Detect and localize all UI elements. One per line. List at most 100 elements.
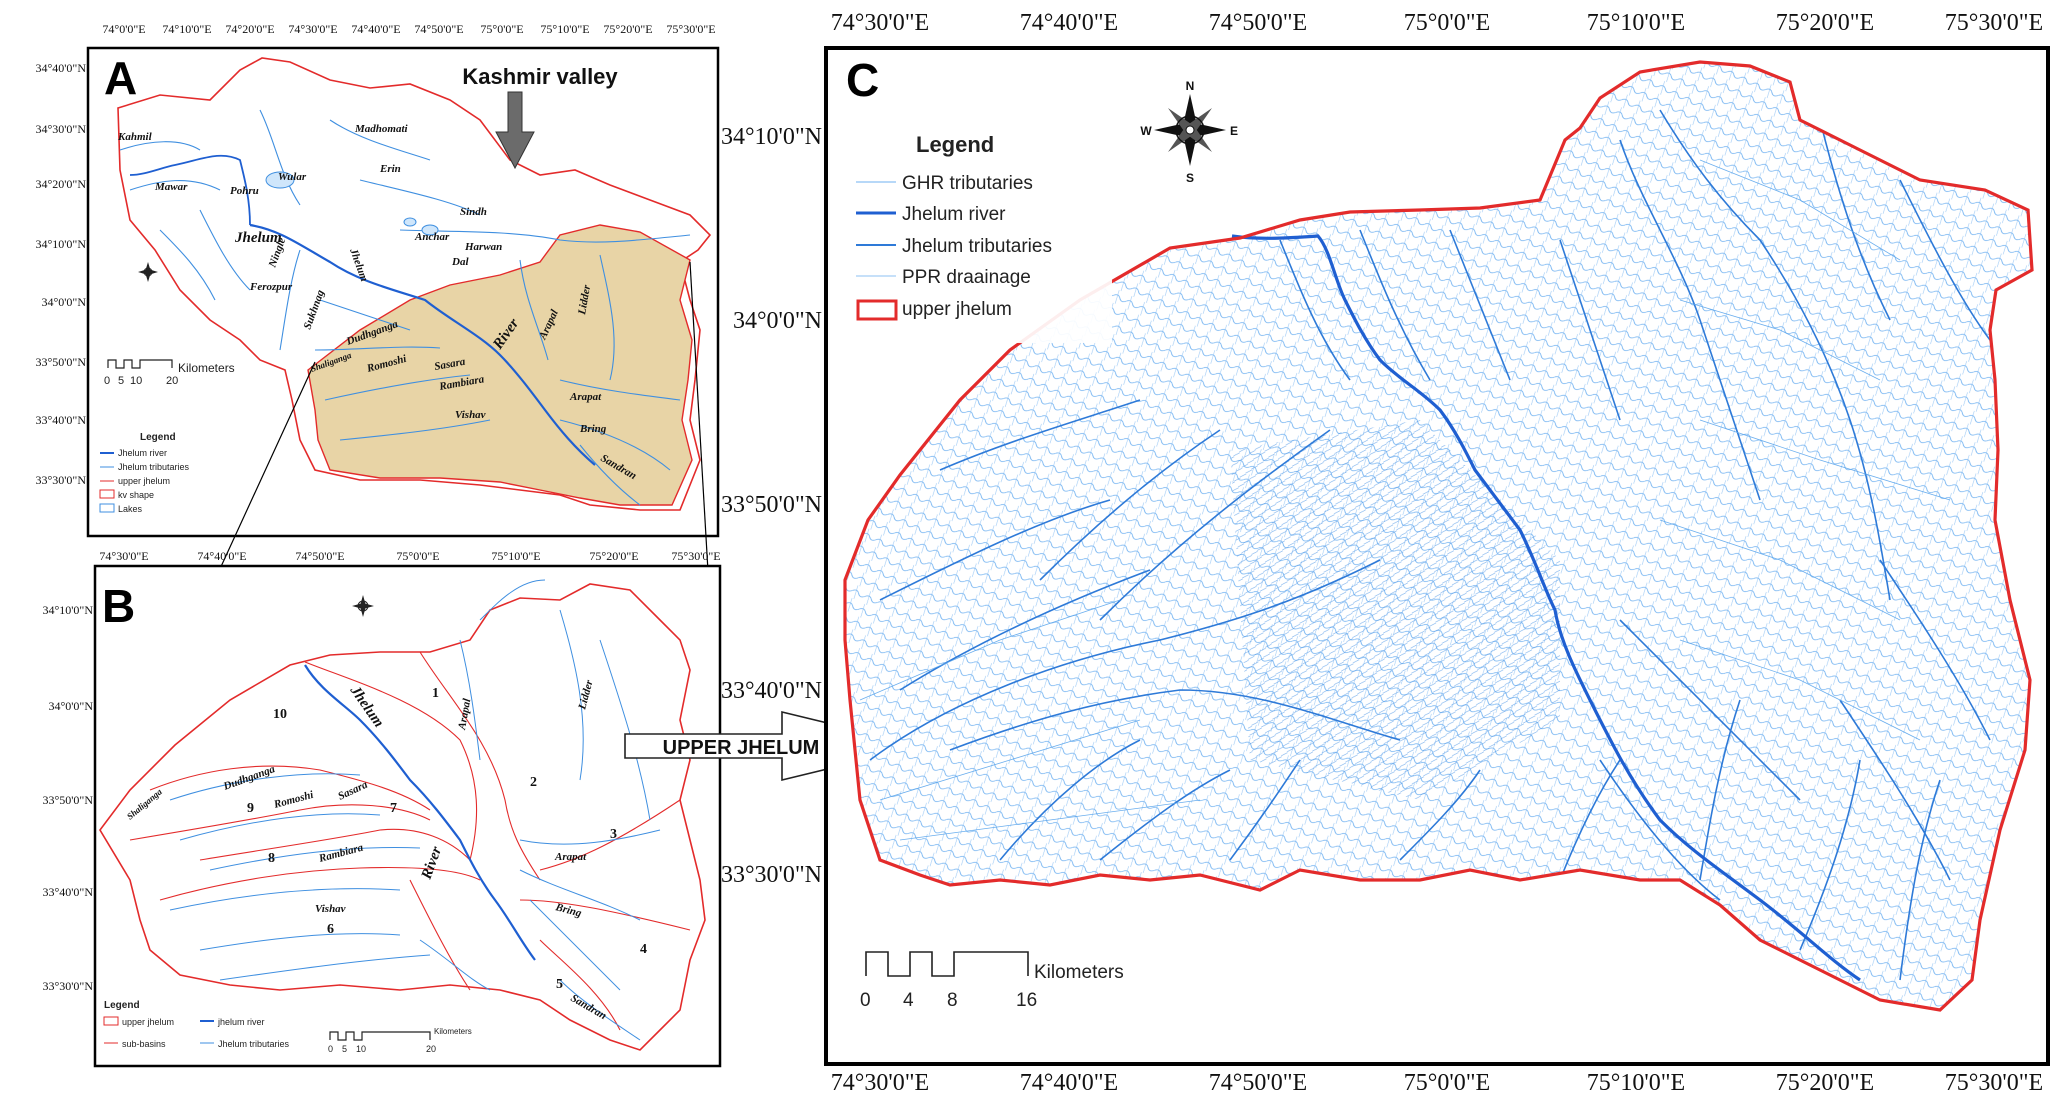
panel-a-scale-bar: Kilometers 0 5 10 20 bbox=[104, 359, 235, 387]
panel-a-scale-label: Kilometers bbox=[178, 361, 235, 375]
panel-c-jhelum-river bbox=[1231, 234, 1861, 982]
tick-label: 74°40'0"E bbox=[197, 549, 246, 563]
basin-number: 10 bbox=[273, 707, 287, 722]
panel-b-left-ticks: 34°10'0"N 34°0'0"N 33°50'0"N 33°40'0"N 3… bbox=[42, 603, 93, 993]
panel-c-legend-item: upper jhelum bbox=[902, 299, 1012, 320]
panel-c-left-ticks: 34°10'0"N 34°0'0"N 33°50'0"N 33°40'0"N 3… bbox=[721, 124, 822, 888]
panel-a-map: A bbox=[35, 22, 720, 563]
panel-b-legend-item: upper jhelum bbox=[122, 1017, 174, 1027]
label-kahmil: Kahmil bbox=[117, 131, 153, 143]
tick-label: 75°20'0"E bbox=[603, 22, 652, 36]
tick-label: 34°20'0"N bbox=[35, 177, 86, 191]
tick-label: 34°10'0"N bbox=[721, 124, 822, 150]
tick-label: 33°50'0"N bbox=[35, 355, 86, 369]
panel-a-left-ticks: 34°40'0"N 34°30'0"N 34°20'0"N 34°10'0"N … bbox=[35, 61, 86, 487]
tick-label: 33°50'0"N bbox=[42, 793, 93, 807]
basin-number: 3 bbox=[610, 827, 617, 842]
tick-label: 75°10'0"E bbox=[491, 549, 540, 563]
panel-b-legend-item: Jhelum tributaries bbox=[218, 1039, 290, 1049]
basin-number: 5 bbox=[556, 977, 563, 992]
panel-c-legend: Legend GHR tributaries Jhelum river Jhel… bbox=[852, 118, 1112, 343]
tick-label: 33°40'0"N bbox=[42, 885, 93, 899]
basin-number: 2 bbox=[530, 775, 537, 790]
label-sindh: Sindh bbox=[460, 206, 487, 218]
tick-label: 75°10'0"E bbox=[1587, 10, 1685, 36]
panel-a-legend-title: Legend bbox=[140, 432, 176, 443]
tick-label: 75°20'0"E bbox=[1776, 1070, 1874, 1096]
compass-w: W bbox=[1140, 124, 1152, 138]
tick-label: 34°0'0"N bbox=[733, 308, 822, 334]
tick-label: 75°0'0"E bbox=[480, 22, 523, 36]
panel-a-legend-item: kv shape bbox=[118, 490, 154, 500]
tick-label: 74°50'0"E bbox=[1209, 10, 1307, 36]
dal-lake bbox=[421, 224, 439, 236]
panel-a-top-ticks: 74°0'0"E 74°10'0"E 74°20'0"E 74°30'0"E 7… bbox=[102, 22, 715, 36]
tick-label: 33°30'0"N bbox=[42, 979, 93, 993]
label-bring-a: Bring bbox=[579, 423, 607, 435]
tick-label: 75°0'0"E bbox=[1404, 10, 1490, 36]
panel-b-upper-jhelum-boundary bbox=[99, 583, 706, 1051]
tick-label: 75°30'0"E bbox=[1945, 1070, 2043, 1096]
tick-label: 74°10'0"E bbox=[162, 22, 211, 36]
panel-c-legend-item: Jhelum river bbox=[902, 204, 1006, 225]
panel-b-sub-basins bbox=[129, 651, 691, 1031]
panel-a-compass-icon bbox=[138, 262, 158, 282]
tick-label: 33°40'0"N bbox=[35, 413, 86, 427]
tick-label: 75°30'0"E bbox=[671, 549, 720, 563]
kv-shape-area bbox=[307, 224, 693, 506]
tick-label: 74°20'0"E bbox=[225, 22, 274, 36]
tick-label: 75°10'0"E bbox=[540, 22, 589, 36]
anchar-lake bbox=[403, 217, 417, 227]
panel-a-tributaries bbox=[119, 109, 691, 506]
tick-label: 34°10'0"N bbox=[35, 237, 86, 251]
tick-label: 75°30'0"E bbox=[666, 22, 715, 36]
panel-c-scale-label: Kilometers bbox=[1034, 962, 1124, 983]
panel-c-letter: C bbox=[846, 54, 879, 106]
tick-label: 74°30'0"E bbox=[831, 1070, 929, 1096]
panel-c-scale-tick: 4 bbox=[903, 990, 914, 1011]
panel-c-legend-title: Legend bbox=[916, 132, 994, 157]
tick-label: 74°50'0"E bbox=[1209, 1070, 1307, 1096]
panel-b-letter: B bbox=[102, 580, 135, 632]
tick-label: 33°30'0"N bbox=[35, 473, 86, 487]
basin-number: 6 bbox=[327, 922, 334, 937]
tick-label: 74°30'0"E bbox=[99, 549, 148, 563]
panel-c-scale-tick: 8 bbox=[947, 990, 958, 1011]
panel-a-legend: Legend Jhelum river Jhelum tributaries u… bbox=[99, 432, 190, 514]
basin-number: 8 bbox=[268, 851, 275, 866]
panel-b-frame bbox=[93, 564, 722, 1068]
panel-c-scale-tick: 16 bbox=[1016, 990, 1037, 1011]
tick-label: 74°40'0"E bbox=[1020, 10, 1118, 36]
basin-number: 4 bbox=[640, 942, 647, 957]
panel-b-legend-item: sub-basins bbox=[122, 1039, 166, 1049]
panel-b-scale-tick: 10 bbox=[356, 1044, 366, 1054]
panel-c-scale-tick: 0 bbox=[860, 990, 871, 1011]
panel-a-legend-item: Jhelum river bbox=[118, 448, 167, 458]
panel-b-scale-tick: 0 bbox=[328, 1044, 333, 1054]
label-arapat-b: Arapat bbox=[554, 851, 587, 863]
tick-label: 74°40'0"E bbox=[351, 22, 400, 36]
tick-label: 34°0'0"N bbox=[41, 295, 86, 309]
panel-a-jhelum-river bbox=[249, 223, 596, 466]
panel-b-scale-bar: Kilometers 0 5 10 20 bbox=[328, 1027, 472, 1054]
panel-b-scale-tick: 20 bbox=[426, 1044, 436, 1054]
panel-b-legend-title: Legend bbox=[104, 1000, 140, 1011]
tick-label: 75°10'0"E bbox=[1587, 1070, 1685, 1096]
tick-label: 75°0'0"E bbox=[1404, 1070, 1490, 1096]
compass-s: S bbox=[1186, 171, 1194, 185]
panel-c-upper-jhelum-boundary bbox=[843, 60, 2034, 1012]
panel-a-scale-tick: 10 bbox=[130, 375, 142, 387]
label-madhomati: Madhomati bbox=[354, 123, 409, 135]
compass-e: E bbox=[1230, 124, 1238, 138]
tick-label: 33°30'0"N bbox=[721, 862, 822, 888]
tick-label: 74°0'0"E bbox=[102, 22, 145, 36]
label-ferozpur: Ferozpur bbox=[249, 281, 293, 293]
panel-c-top-ticks: 74°30'0"E 74°40'0"E 74°50'0"E 75°0'0"E 7… bbox=[831, 10, 2043, 36]
label-erin: Erin bbox=[379, 163, 401, 175]
panel-c-map: C bbox=[721, 10, 2050, 1096]
kashmir-valley-arrow-icon bbox=[495, 91, 535, 170]
tick-label: 75°20'0"E bbox=[589, 549, 638, 563]
tick-label: 75°30'0"E bbox=[1945, 10, 2043, 36]
tick-label: 74°50'0"E bbox=[295, 549, 344, 563]
